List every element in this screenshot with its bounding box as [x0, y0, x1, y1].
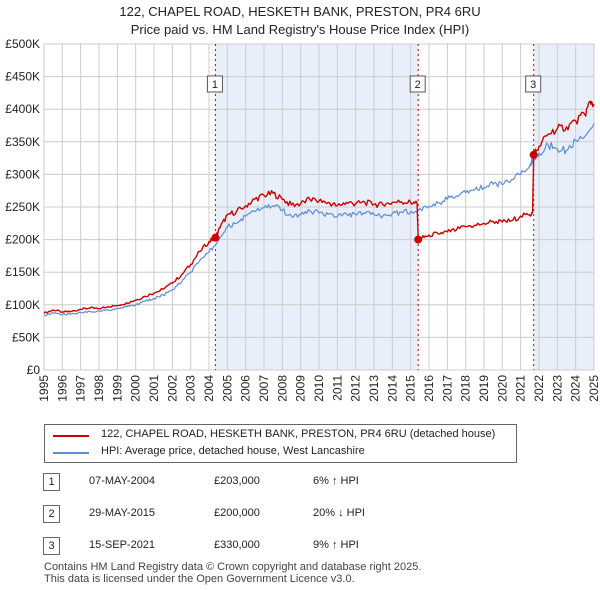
- chart-subtitle: Price paid vs. HM Land Registry's House …: [130, 22, 470, 37]
- chart-title: 122, CHAPEL ROAD, HESKETH BANK, PRESTON,…: [119, 4, 481, 19]
- y-tick-label: £200K: [5, 233, 40, 247]
- y-tick-label: £350K: [5, 135, 40, 149]
- x-tick-label: 2014: [385, 375, 399, 402]
- x-tick-label: 2020: [495, 375, 509, 402]
- legend: 122, CHAPEL ROAD, HESKETH BANK, PRESTON,…: [44, 424, 517, 463]
- sale-marker-label: 3: [530, 79, 536, 91]
- x-tick-label: 2016: [422, 375, 436, 402]
- x-tick-label: 2021: [514, 375, 528, 402]
- x-tick-label: 2012: [349, 375, 363, 402]
- sale-marker-lines: [214, 44, 535, 370]
- sale-marker-box: [409, 75, 426, 93]
- legend-label-hpi: HPI: Average price, detached house, West…: [101, 445, 365, 457]
- x-tick-label: 2017: [440, 375, 454, 402]
- price-chart: £0 £50K £100K £150K £200K £250K £300K £350K £400…: [5, 37, 600, 402]
- sale-hpi-diff: 20% ↓ HPI: [313, 507, 365, 519]
- x-tick-label: 1995: [37, 375, 51, 402]
- legend-swatch-property: [53, 435, 89, 437]
- sale-price: £330,000: [214, 539, 260, 551]
- sale-point: [414, 235, 423, 244]
- sale-point: [529, 150, 538, 159]
- sale-marker-box: [525, 75, 542, 93]
- x-tick-label: 2013: [367, 375, 381, 402]
- y-tick-label: £250K: [5, 200, 40, 214]
- x-tick-label: 2010: [312, 375, 326, 402]
- y-tick-label: £400K: [5, 102, 40, 116]
- legend-swatch-hpi: [53, 452, 89, 454]
- y-tick-label: £100K: [5, 298, 40, 312]
- series-line-property: [43, 100, 595, 314]
- sale-number-badge: 3: [43, 537, 60, 555]
- axes: £0 £50K £100K £150K £200K £250K £300K £350K £400…: [5, 37, 600, 402]
- x-tick-label: 2022: [532, 375, 546, 402]
- sale-hpi-diff: 9% ↑ HPI: [313, 539, 359, 551]
- sale-date: 29-MAY-2015: [89, 507, 156, 519]
- sale-marker-box: [206, 75, 223, 93]
- sale-date: 15-SEP-2021: [89, 539, 156, 551]
- x-tick-label: 2009: [294, 375, 308, 402]
- gridlines: [43, 43, 595, 371]
- x-tick-label: 2007: [257, 375, 271, 402]
- x-tick-label: 1996: [55, 375, 69, 402]
- y-tick-label: £0: [27, 363, 41, 377]
- x-tick-label: 2004: [202, 375, 216, 402]
- sale-date: 07-MAY-2004: [89, 475, 156, 487]
- x-tick-label: 2000: [129, 375, 143, 402]
- y-tick-label: £500K: [5, 37, 40, 51]
- sale-points: [211, 150, 538, 244]
- x-tick-label: 2005: [220, 375, 234, 402]
- sale-hpi-diff: 6% ↑ HPI: [313, 475, 359, 487]
- x-tick-label: 2001: [147, 375, 161, 402]
- sale-marker-label: 2: [415, 79, 421, 91]
- x-tick-label: 1999: [110, 375, 124, 402]
- footer-copyright: Contains HM Land Registry data © Crown c…: [44, 561, 422, 573]
- x-tick-label: 2018: [459, 375, 473, 402]
- x-tick-label: 2023: [550, 375, 564, 402]
- x-tick-label: 2019: [477, 375, 491, 402]
- y-tick-label: £150K: [5, 265, 40, 279]
- y-tick-label: £300K: [5, 167, 40, 181]
- sale-marker-labels: 1 2 3: [206, 75, 542, 93]
- plot-border: [43, 43, 595, 371]
- series-lines: [43, 100, 595, 317]
- y-tick-label: £450K: [5, 70, 40, 84]
- series-line-hpi: [43, 123, 595, 317]
- sale-price: £200,000: [214, 507, 260, 519]
- x-tick-label: 1998: [92, 375, 106, 402]
- x-tick-label: 2015: [404, 375, 418, 402]
- x-tick-label: 2024: [569, 375, 583, 402]
- x-tick-label: 2025: [587, 375, 600, 402]
- sale-price: £203,000: [214, 475, 260, 487]
- sale-number-badge: 2: [43, 505, 60, 523]
- sale-number-badge: 1: [43, 473, 60, 491]
- x-tick-label: 2011: [330, 375, 344, 401]
- x-tick-label: 1997: [74, 375, 88, 402]
- footer-licence: This data is licensed under the Open Gov…: [44, 573, 355, 585]
- sale-point: [211, 233, 220, 242]
- x-tick-label: 2008: [275, 375, 289, 402]
- y-tick-label: £50K: [12, 330, 40, 344]
- x-tick-label: 2002: [165, 375, 179, 402]
- sale-marker-label: 1: [212, 79, 218, 91]
- x-tick-label: 2006: [239, 375, 253, 402]
- x-tick-label: 2003: [184, 375, 198, 402]
- legend-label-property: 122, CHAPEL ROAD, HESKETH BANK, PRESTON,…: [101, 428, 496, 440]
